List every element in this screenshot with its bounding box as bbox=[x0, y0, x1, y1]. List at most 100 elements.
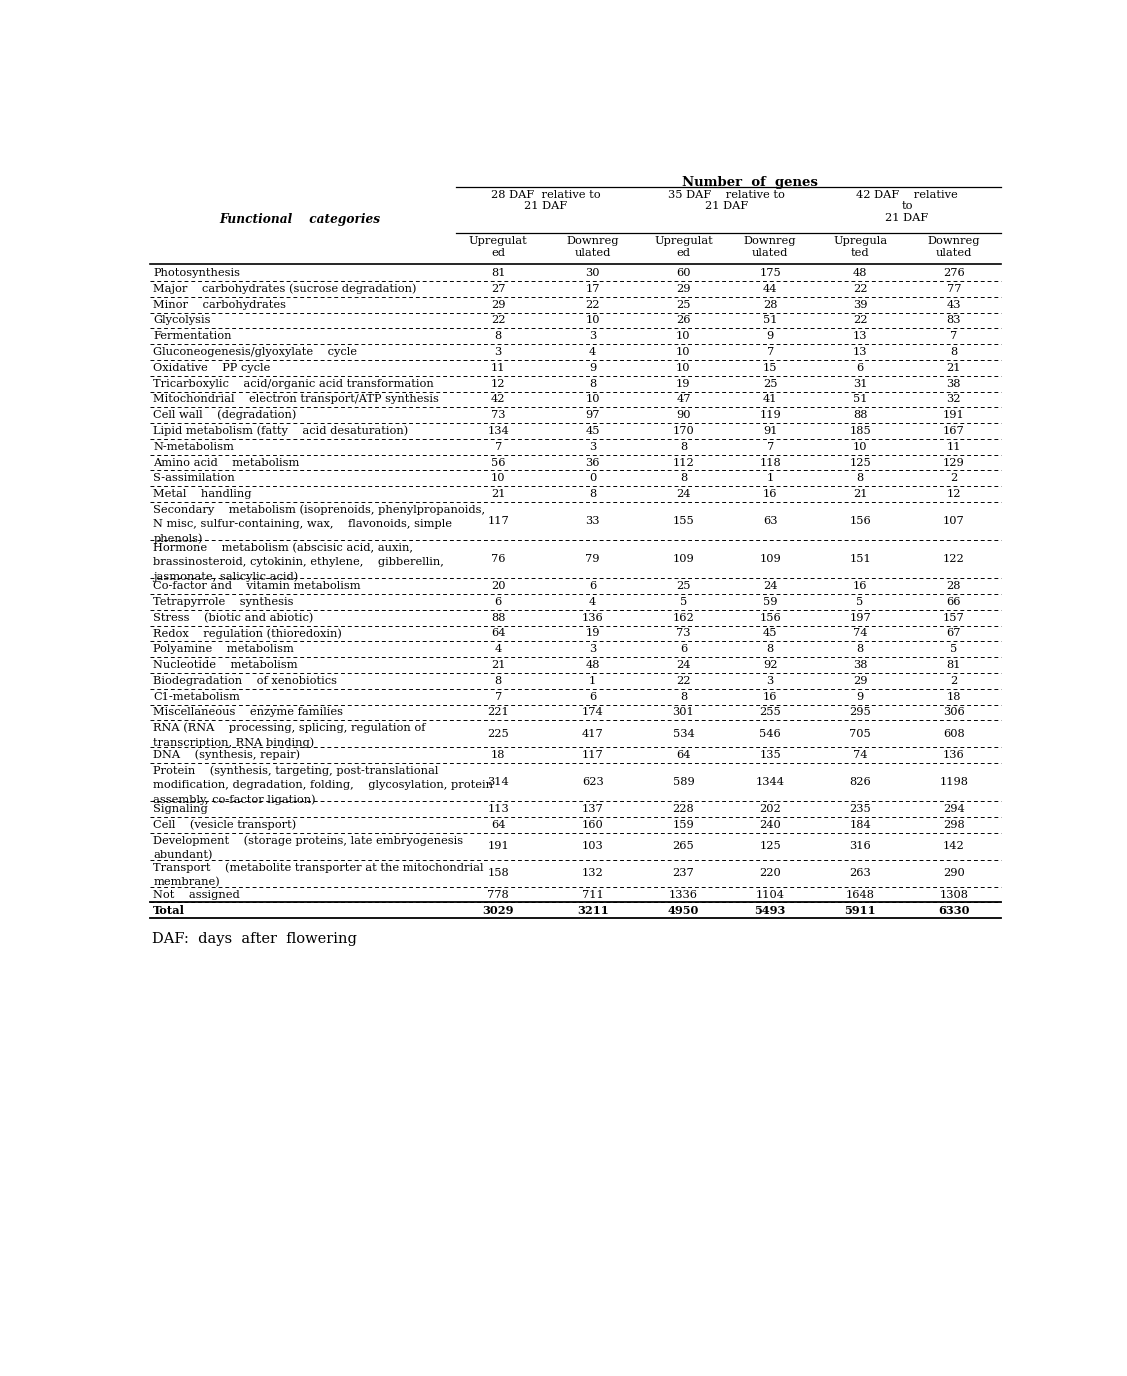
Text: Co-factor and    vitamin metabolism: Co-factor and vitamin metabolism bbox=[153, 581, 361, 592]
Text: 184: 184 bbox=[850, 820, 871, 830]
Text: 45: 45 bbox=[763, 629, 778, 638]
Text: 30: 30 bbox=[585, 268, 600, 278]
Text: 36: 36 bbox=[585, 458, 600, 468]
Text: Tricarboxylic    acid/organic acid transformation: Tricarboxylic acid/organic acid transfor… bbox=[153, 378, 434, 388]
Text: 81: 81 bbox=[491, 268, 505, 278]
Text: Upregulat
ed: Upregulat ed bbox=[469, 235, 527, 257]
Text: 92: 92 bbox=[763, 660, 778, 670]
Text: 10: 10 bbox=[676, 347, 691, 356]
Text: Signaling: Signaling bbox=[153, 804, 208, 815]
Text: 608: 608 bbox=[943, 729, 965, 739]
Text: 162: 162 bbox=[673, 612, 694, 623]
Text: Downreg
ulated: Downreg ulated bbox=[928, 235, 980, 257]
Text: 74: 74 bbox=[853, 750, 868, 760]
Text: S-assimilation: S-assimilation bbox=[153, 473, 236, 483]
Text: 197: 197 bbox=[850, 612, 871, 623]
Text: 47: 47 bbox=[676, 395, 691, 405]
Text: 5: 5 bbox=[680, 597, 687, 607]
Text: 778: 778 bbox=[487, 889, 509, 900]
Text: 15: 15 bbox=[763, 363, 778, 373]
Text: 38: 38 bbox=[853, 660, 868, 670]
Text: Not    assigned: Not assigned bbox=[153, 889, 240, 900]
Text: 1648: 1648 bbox=[845, 889, 875, 900]
Text: DNA    (synthesis, repair): DNA (synthesis, repair) bbox=[153, 750, 301, 761]
Text: 21: 21 bbox=[853, 488, 868, 499]
Text: 1344: 1344 bbox=[756, 777, 784, 787]
Text: 59: 59 bbox=[763, 597, 778, 607]
Text: 125: 125 bbox=[760, 841, 781, 852]
Text: 88: 88 bbox=[491, 612, 505, 623]
Text: 155: 155 bbox=[673, 516, 694, 526]
Text: 16: 16 bbox=[763, 488, 778, 499]
Text: 235: 235 bbox=[850, 804, 871, 815]
Text: Photosynthesis: Photosynthesis bbox=[153, 268, 240, 278]
Text: 90: 90 bbox=[676, 410, 691, 420]
Text: 24: 24 bbox=[763, 581, 778, 592]
Text: 136: 136 bbox=[582, 612, 604, 623]
Text: 39: 39 bbox=[853, 300, 868, 310]
Text: 8: 8 bbox=[766, 644, 774, 654]
Text: 151: 151 bbox=[850, 555, 871, 564]
Text: Protein    (synthesis, targeting, post-translational
modification, degradation, : Protein (synthesis, targeting, post-tran… bbox=[153, 765, 494, 805]
Text: 11: 11 bbox=[491, 363, 505, 373]
Text: 298: 298 bbox=[943, 820, 965, 830]
Text: Lipid metabolism (fatty    acid desaturation): Lipid metabolism (fatty acid desaturatio… bbox=[153, 425, 408, 436]
Text: 276: 276 bbox=[943, 268, 965, 278]
Text: 3211: 3211 bbox=[577, 905, 609, 916]
Text: 170: 170 bbox=[673, 427, 694, 436]
Text: 10: 10 bbox=[585, 315, 600, 326]
Text: Major    carbohydrates (sucrose degradation): Major carbohydrates (sucrose degradation… bbox=[153, 283, 417, 294]
Text: 240: 240 bbox=[760, 820, 781, 830]
Text: 9: 9 bbox=[589, 363, 596, 373]
Text: 19: 19 bbox=[676, 378, 691, 388]
Text: 314: 314 bbox=[487, 777, 509, 787]
Text: 12: 12 bbox=[947, 488, 961, 499]
Text: 73: 73 bbox=[676, 629, 691, 638]
Text: Downreg
ulated: Downreg ulated bbox=[744, 235, 797, 257]
Text: 10: 10 bbox=[676, 363, 691, 373]
Text: 33: 33 bbox=[585, 516, 600, 526]
Text: Upregula
ted: Upregula ted bbox=[833, 235, 887, 257]
Text: 159: 159 bbox=[673, 820, 694, 830]
Text: 97: 97 bbox=[585, 410, 600, 420]
Text: 7: 7 bbox=[495, 692, 502, 702]
Text: 29: 29 bbox=[491, 300, 505, 310]
Text: 167: 167 bbox=[943, 427, 965, 436]
Text: 1: 1 bbox=[766, 473, 774, 483]
Text: 9: 9 bbox=[766, 332, 774, 341]
Text: 290: 290 bbox=[943, 868, 965, 878]
Text: Upregulat
ed: Upregulat ed bbox=[654, 235, 712, 257]
Text: 3: 3 bbox=[589, 644, 596, 654]
Text: 3029: 3029 bbox=[482, 905, 514, 916]
Text: 5: 5 bbox=[857, 597, 863, 607]
Text: Transport    (metabolite transporter at the mitochondrial
membrane): Transport (metabolite transporter at the… bbox=[153, 861, 483, 888]
Text: 16: 16 bbox=[853, 581, 868, 592]
Text: Mitochondrial    electron transport/ATP synthesis: Mitochondrial electron transport/ATP syn… bbox=[153, 395, 440, 405]
Text: 51: 51 bbox=[853, 395, 868, 405]
Text: 255: 255 bbox=[760, 707, 781, 717]
Text: 91: 91 bbox=[763, 427, 778, 436]
Text: Stress    (biotic and abiotic): Stress (biotic and abiotic) bbox=[153, 612, 313, 623]
Text: 306: 306 bbox=[943, 707, 965, 717]
Text: 22: 22 bbox=[491, 315, 505, 326]
Text: 117: 117 bbox=[582, 750, 604, 760]
Text: 64: 64 bbox=[491, 629, 505, 638]
Text: 623: 623 bbox=[582, 777, 604, 787]
Text: 109: 109 bbox=[673, 555, 694, 564]
Text: 19: 19 bbox=[585, 629, 600, 638]
Text: 134: 134 bbox=[487, 427, 509, 436]
Text: 18: 18 bbox=[947, 692, 961, 702]
Text: 8: 8 bbox=[680, 442, 687, 451]
Text: Secondary    metabolism (isoprenoids, phenylpropanoids,
N misc, sulfur-containin: Secondary metabolism (isoprenoids, pheny… bbox=[153, 505, 486, 544]
Text: N-metabolism: N-metabolism bbox=[153, 442, 234, 451]
Text: 18: 18 bbox=[491, 750, 505, 760]
Text: 21: 21 bbox=[491, 660, 505, 670]
Text: 142: 142 bbox=[943, 841, 965, 852]
Text: 28 DAF  relative to
21 DAF: 28 DAF relative to 21 DAF bbox=[490, 190, 601, 212]
Text: 88: 88 bbox=[853, 410, 868, 420]
Text: 191: 191 bbox=[943, 410, 965, 420]
Text: Hormone    metabolism (abscisic acid, auxin,
brassinosteroid, cytokinin, ethylen: Hormone metabolism (abscisic acid, auxin… bbox=[153, 542, 444, 582]
Text: 60: 60 bbox=[676, 268, 691, 278]
Text: C1-metabolism: C1-metabolism bbox=[153, 692, 240, 702]
Text: 119: 119 bbox=[760, 410, 781, 420]
